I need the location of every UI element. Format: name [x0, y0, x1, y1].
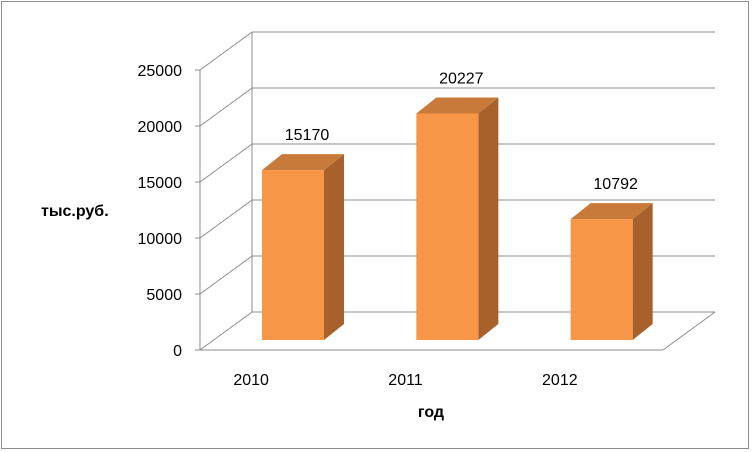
- gridline-side: [199, 255, 253, 295]
- y-tick-label: 20000: [138, 119, 183, 136]
- bars: [262, 97, 653, 340]
- y-tick-label: 5000: [146, 287, 182, 304]
- x-tick-label: 2010: [233, 372, 269, 389]
- y-tick-label: 10000: [138, 231, 183, 248]
- gridline-side: [199, 31, 253, 71]
- gridline-side: [199, 199, 253, 239]
- x-tick-label: 2012: [542, 372, 578, 389]
- bar-2010: [262, 154, 344, 340]
- gridline-side: [199, 311, 253, 351]
- data-label: 15170: [285, 127, 330, 144]
- bar-top: [416, 97, 499, 114]
- data-label: 20227: [439, 70, 484, 87]
- data-labels: 15170 20227 10792: [285, 70, 638, 193]
- x-axis-title: год: [418, 404, 444, 421]
- bar-side: [632, 203, 653, 340]
- bar-top: [570, 203, 653, 220]
- y-axis-ticks: 0 5000 10000 15000 20000 25000: [138, 63, 183, 360]
- bar-side: [478, 97, 499, 340]
- x-tick-label: 2011: [388, 372, 423, 389]
- data-label: 10792: [593, 176, 638, 193]
- y-tick-label: 25000: [138, 63, 183, 80]
- y-tick-label: 0: [173, 343, 182, 360]
- bar-side: [324, 154, 344, 340]
- bar-2011: [416, 97, 499, 340]
- gridline-side: [199, 143, 253, 183]
- bar-front: [570, 219, 633, 340]
- gridline-side: [199, 87, 253, 127]
- bar-front: [416, 113, 479, 340]
- bar-front: [262, 170, 324, 340]
- y-axis-title: тыс.руб.: [41, 203, 109, 220]
- y-tick-label: 15000: [138, 175, 183, 192]
- x-axis-ticks: 2010 2011 2012: [233, 372, 577, 389]
- floor-right-edge: [662, 311, 716, 351]
- bar-2012: [570, 203, 653, 340]
- bar-top: [262, 154, 344, 171]
